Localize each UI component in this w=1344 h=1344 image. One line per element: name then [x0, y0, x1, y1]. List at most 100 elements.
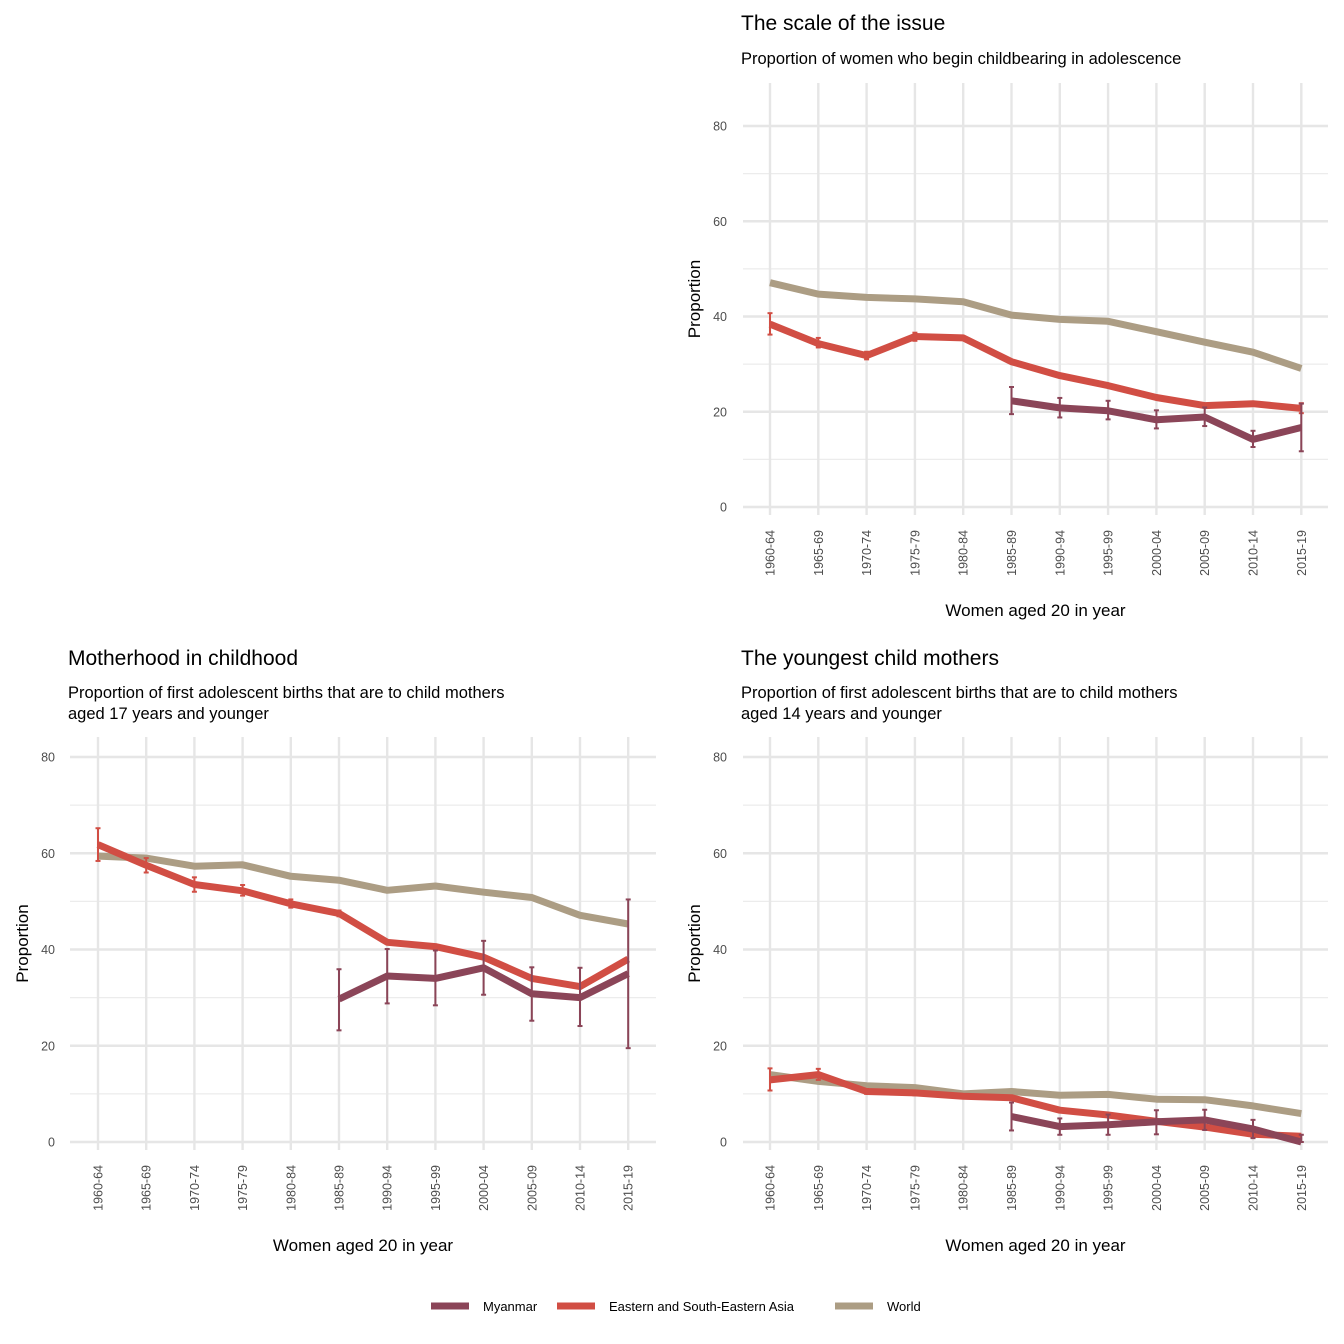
- x-axis-title: Women aged 20 in year: [945, 1236, 1126, 1255]
- legend-item: Eastern and South-Eastern Asia: [557, 1299, 795, 1314]
- y-tick-label: 80: [713, 120, 727, 134]
- x-tick-label: 1975-79: [908, 530, 922, 576]
- panel-subtitle: Proportion of first adolescent births th…: [741, 684, 1178, 702]
- error-bar: [912, 331, 918, 342]
- x-tick-label: 1965-69: [812, 530, 826, 576]
- x-tick-label: 2015-19: [1295, 1165, 1309, 1211]
- error-bar: [1105, 399, 1111, 421]
- error-bar: [912, 1089, 918, 1097]
- series-myanmar: [1009, 1101, 1304, 1146]
- series-eastern-and-south-eastern-asia: [95, 827, 630, 991]
- x-tick-label: 1980-84: [284, 1165, 298, 1211]
- y-tick-label: 60: [713, 847, 727, 861]
- panel-1: The scale of the issue Proportion of wome…: [685, 12, 1328, 620]
- error-bar: [1105, 1113, 1111, 1136]
- series-line-eastern-and-south-eastern-asia: [769, 1071, 1302, 1140]
- error-bar: [1153, 1109, 1159, 1136]
- x-tick-label: 2015-19: [622, 1165, 636, 1211]
- y-tick-label: 60: [41, 847, 55, 861]
- error-bar: [1250, 1118, 1256, 1140]
- error-bar: [864, 1088, 870, 1095]
- panel-subtitle: aged 14 years and younger: [741, 705, 942, 723]
- x-tick-label: 2010-14: [1247, 1165, 1261, 1211]
- y-tick-label: 0: [720, 1136, 727, 1150]
- y-axis-title: Proportion: [685, 904, 704, 982]
- y-tick-label: 20: [41, 1039, 55, 1053]
- error-bar: [481, 939, 487, 996]
- error-bar: [625, 898, 631, 1050]
- series-line-world: [97, 852, 629, 928]
- error-bar: [143, 857, 149, 874]
- grid: [743, 83, 1328, 515]
- y-tick-label: 80: [713, 751, 727, 765]
- error-bar: [336, 968, 342, 1032]
- panel-2: Motherhood in childhood Proportion of fir…: [13, 647, 656, 1255]
- x-tick-label: 1995-99: [429, 1165, 443, 1211]
- x-tick-label: 1980-84: [957, 1165, 971, 1211]
- panel-subtitle: Proportion of first adolescent births th…: [68, 684, 505, 702]
- error-bar: [1250, 429, 1256, 448]
- error-bar: [240, 884, 246, 897]
- x-tick-label: 1985-89: [333, 1165, 347, 1211]
- x-tick-label: 1990-94: [381, 1165, 395, 1211]
- panel-title: The youngest child mothers: [741, 647, 999, 670]
- error-bar: [288, 898, 294, 909]
- y-tick-label: 40: [713, 943, 727, 957]
- error-bar: [577, 966, 583, 1028]
- x-tick-label: 1960-64: [764, 1165, 778, 1211]
- x-tick-label: 1990-94: [1053, 530, 1067, 576]
- x-tick-label: 2015-19: [1295, 530, 1309, 576]
- x-tick-label: 1975-79: [908, 1165, 922, 1211]
- error-bar: [432, 949, 438, 1007]
- error-bar: [384, 948, 390, 1005]
- y-tick-label: 40: [41, 943, 55, 957]
- error-bar: [191, 876, 197, 893]
- grid: [743, 737, 1328, 1150]
- x-tick-label: 1970-74: [860, 530, 874, 576]
- series-myanmar: [1009, 385, 1304, 453]
- x-tick-label: 1965-69: [140, 1165, 154, 1211]
- error-bar: [1298, 402, 1304, 453]
- x-tick-label: 2000-04: [1150, 1165, 1164, 1211]
- x-tick-label: 1970-74: [860, 1165, 874, 1211]
- error-bar: [815, 1067, 821, 1081]
- panel-3: The youngest child mothers Proportion of …: [685, 647, 1328, 1255]
- x-tick-label: 1980-84: [957, 530, 971, 576]
- error-bar: [767, 312, 773, 336]
- x-tick-label: 2000-04: [477, 1165, 491, 1211]
- x-axis-title: Women aged 20 in year: [945, 601, 1126, 620]
- error-bar: [1298, 1133, 1304, 1143]
- error-bar: [95, 827, 101, 862]
- error-bar: [1009, 385, 1014, 416]
- x-tick-label: 1985-89: [1005, 1165, 1019, 1211]
- x-tick-label: 2005-09: [1198, 530, 1212, 576]
- x-tick-label: 1995-99: [1102, 530, 1116, 576]
- panel-subtitle: aged 17 years and younger: [68, 705, 269, 723]
- legend: Myanmar Eastern and South-Eastern Asia Wor…: [431, 1299, 921, 1314]
- x-tick-label: 1960-64: [764, 530, 778, 576]
- error-bar: [815, 336, 821, 349]
- x-tick-label: 1970-74: [188, 1165, 202, 1211]
- y-tick-label: 60: [713, 215, 727, 229]
- x-tick-label: 1995-99: [1102, 1165, 1116, 1211]
- y-tick-label: 80: [41, 751, 55, 765]
- error-bar: [1057, 1117, 1063, 1136]
- x-tick-label: 1960-64: [92, 1165, 106, 1211]
- y-tick-label: 20: [713, 405, 727, 419]
- x-axis-title: Women aged 20 in year: [273, 1236, 454, 1255]
- error-bar: [1009, 1101, 1014, 1132]
- legend-label: World: [887, 1299, 921, 1314]
- panel-title: The scale of the issue: [741, 12, 945, 35]
- x-tick-label: 2005-09: [1198, 1165, 1212, 1211]
- legend-item: Myanmar: [431, 1299, 538, 1314]
- x-tick-label: 2000-04: [1150, 530, 1164, 576]
- x-tick-label: 2005-09: [525, 1165, 539, 1211]
- legend-label: Eastern and South-Eastern Asia: [609, 1299, 795, 1314]
- error-bar: [767, 1067, 773, 1092]
- series-world: [769, 279, 1303, 372]
- legend-label: Myanmar: [483, 1299, 538, 1314]
- series-myanmar: [336, 898, 631, 1050]
- y-tick-label: 20: [713, 1039, 727, 1053]
- series-line-eastern-and-south-eastern-asia: [96, 841, 630, 991]
